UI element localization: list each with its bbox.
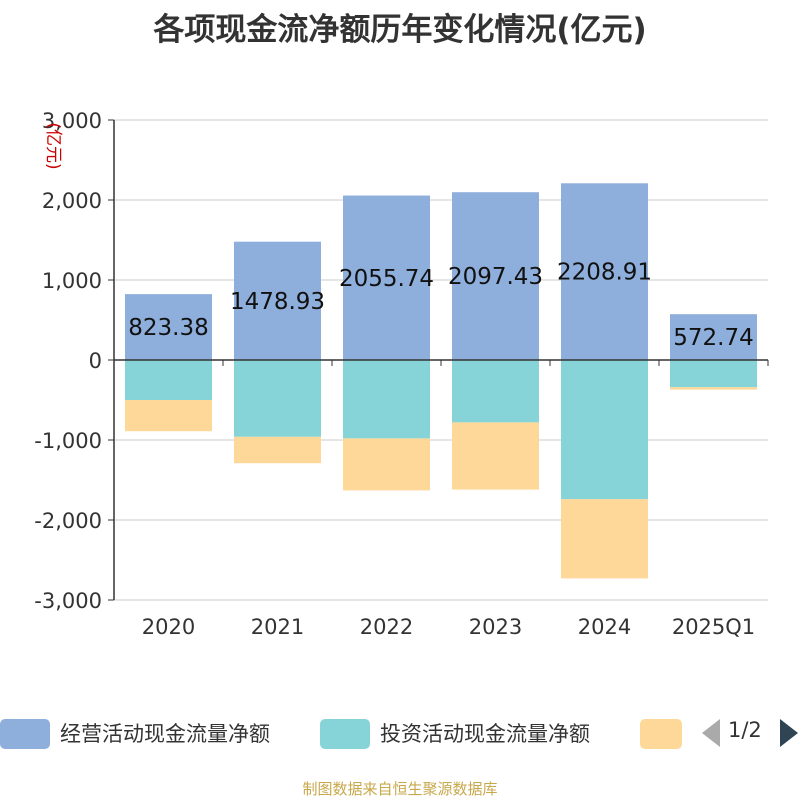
y-tick-label: -2,000: [34, 509, 102, 533]
legend-prev-page-icon[interactable]: [702, 719, 720, 747]
y-tick-label: 3,000: [42, 109, 102, 133]
legend-label-operating[interactable]: 经营活动现金流量净额: [60, 722, 270, 746]
data-label: 572.74: [673, 325, 753, 351]
chart-title: 各项现金流净额历年变化情况(亿元): [153, 12, 647, 48]
data-label: 2055.74: [339, 266, 434, 292]
bar-investing[interactable]: [234, 360, 321, 437]
data-label: 823.38: [128, 315, 208, 341]
data-label: 1478.93: [230, 289, 325, 315]
data-label: 2097.43: [448, 264, 543, 290]
x-tick-label: 2023: [469, 615, 522, 639]
y-tick-label: -3,000: [34, 589, 102, 613]
x-tick-label: 2021: [251, 615, 304, 639]
bar-investing[interactable]: [125, 360, 212, 400]
legend-swatch-investing[interactable]: [320, 719, 370, 749]
data-label: 2208.91: [557, 260, 652, 286]
bar-investing[interactable]: [670, 360, 757, 388]
legend: 经营活动现金流量净额 投资活动现金流量净额 1/2: [0, 716, 800, 752]
y-tick-label: 2,000: [42, 189, 102, 213]
bar-investing[interactable]: [561, 360, 648, 500]
bar-operating[interactable]: [125, 294, 212, 360]
bar-financing[interactable]: [234, 436, 321, 464]
source-note: 制图数据来自恒生聚源数据库: [302, 780, 498, 798]
legend-swatch-operating[interactable]: [0, 719, 50, 749]
bar-investing[interactable]: [452, 360, 539, 423]
bar-operating[interactable]: [343, 195, 430, 360]
x-tick-label: 2024: [578, 615, 631, 639]
y-tick-label: 0: [89, 349, 102, 373]
legend-label-investing[interactable]: 投资活动现金流量净额: [380, 722, 590, 746]
bar-operating[interactable]: [561, 183, 648, 360]
legend-page-indicator: 1/2: [728, 718, 762, 742]
legend-next-page-icon[interactable]: [780, 719, 798, 747]
bar-financing[interactable]: [670, 387, 757, 390]
x-tick-label: 2025Q1: [672, 615, 755, 639]
bar-financing[interactable]: [125, 400, 212, 432]
bar-operating[interactable]: [234, 241, 321, 360]
bar-financing[interactable]: [343, 438, 430, 491]
bar-financing[interactable]: [452, 422, 539, 490]
x-tick-label: 2020: [142, 615, 195, 639]
y-tick-label: -1,000: [34, 429, 102, 453]
bar-financing[interactable]: [561, 499, 648, 579]
bar-investing[interactable]: [343, 360, 430, 439]
legend-swatch-financing[interactable]: [640, 719, 682, 749]
x-tick-label: 2022: [360, 615, 413, 639]
bar-operating[interactable]: [452, 192, 539, 360]
y-axis-label: (亿元): [43, 122, 63, 169]
bar-operating[interactable]: [670, 314, 757, 360]
y-tick-label: 1,000: [42, 269, 102, 293]
